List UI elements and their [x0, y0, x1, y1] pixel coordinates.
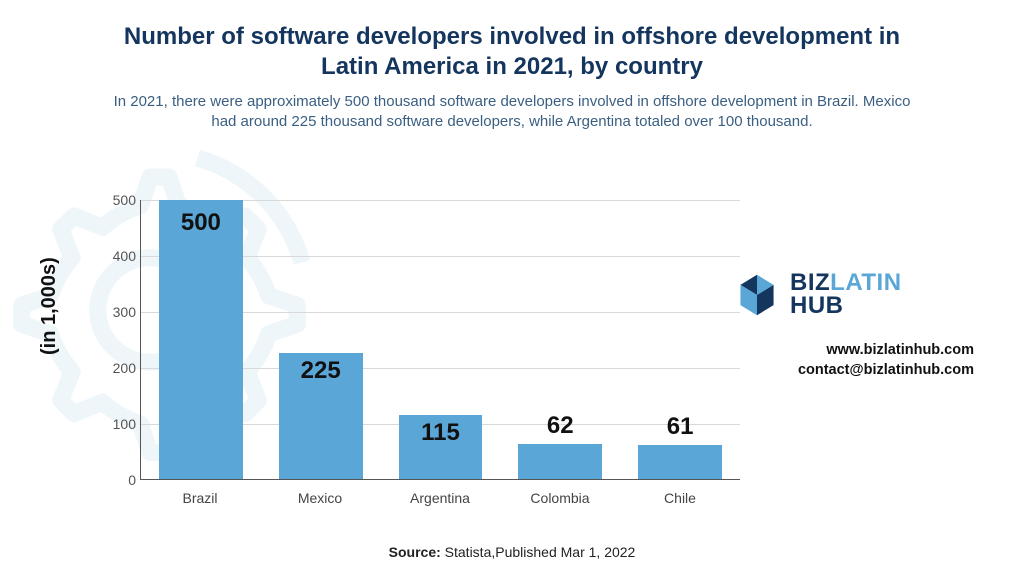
bar-value-label: 115 — [421, 419, 460, 447]
y-tick-label: 200 — [100, 360, 136, 376]
bar-value-label: 225 — [301, 357, 341, 385]
bar-value-label: 62 — [547, 412, 574, 440]
bar-value-label: 61 — [667, 413, 694, 441]
bar-wrap: 115 — [381, 200, 501, 479]
bar-wrap: 225 — [261, 200, 381, 479]
y-tick-label: 100 — [100, 416, 136, 432]
x-axis-labels: BrazilMexicoArgentinaColombiaChile — [140, 490, 740, 506]
brand-word-hub: HUB — [790, 295, 902, 318]
plot-area: 500 225 115 62 61 — [140, 200, 740, 480]
bar — [518, 444, 602, 479]
bar-wrap: 62 — [500, 200, 620, 479]
source-text: Statista,Published Mar 1, 2022 — [445, 544, 636, 560]
infographic-canvas: Number of software developers involved i… — [0, 0, 1024, 576]
y-tick-label: 400 — [100, 248, 136, 264]
contact-email: contact@bizlatinhub.com — [798, 360, 974, 380]
source-attribution: Source: Statista,Published Mar 1, 2022 — [389, 544, 636, 560]
chart-subtitle: In 2021, there were approximately 500 th… — [112, 92, 912, 133]
bar-value-label: 500 — [181, 209, 221, 237]
contact-block: www.bizlatinhub.com contact@bizlatinhub.… — [798, 340, 974, 381]
bar — [159, 200, 243, 479]
brand-wordmark: BIZLATIN HUB — [790, 272, 902, 318]
x-tick-label: Mexico — [260, 490, 380, 506]
y-tick-label: 500 — [100, 192, 136, 208]
bars-container: 500 225 115 62 61 — [141, 200, 740, 479]
brand-block: BIZLATIN HUB — [734, 272, 974, 318]
chart-title: Number of software developers involved i… — [92, 22, 932, 82]
y-tick-label: 0 — [100, 472, 136, 488]
bar-wrap: 500 — [141, 200, 261, 479]
bar — [638, 445, 722, 479]
bar-chart: 0100200300400500 5002251156261 BrazilMex… — [100, 200, 740, 500]
y-tick-label: 300 — [100, 304, 136, 320]
x-tick-label: Chile — [620, 490, 740, 506]
y-axis-label: (in 1,000s) — [38, 257, 61, 355]
source-label: Source: — [389, 544, 441, 560]
bar-wrap: 61 — [620, 200, 740, 479]
x-tick-label: Brazil — [140, 490, 260, 506]
x-tick-label: Colombia — [500, 490, 620, 506]
brand-logo-icon — [734, 272, 780, 318]
contact-website: www.bizlatinhub.com — [798, 340, 974, 360]
x-tick-label: Argentina — [380, 490, 500, 506]
